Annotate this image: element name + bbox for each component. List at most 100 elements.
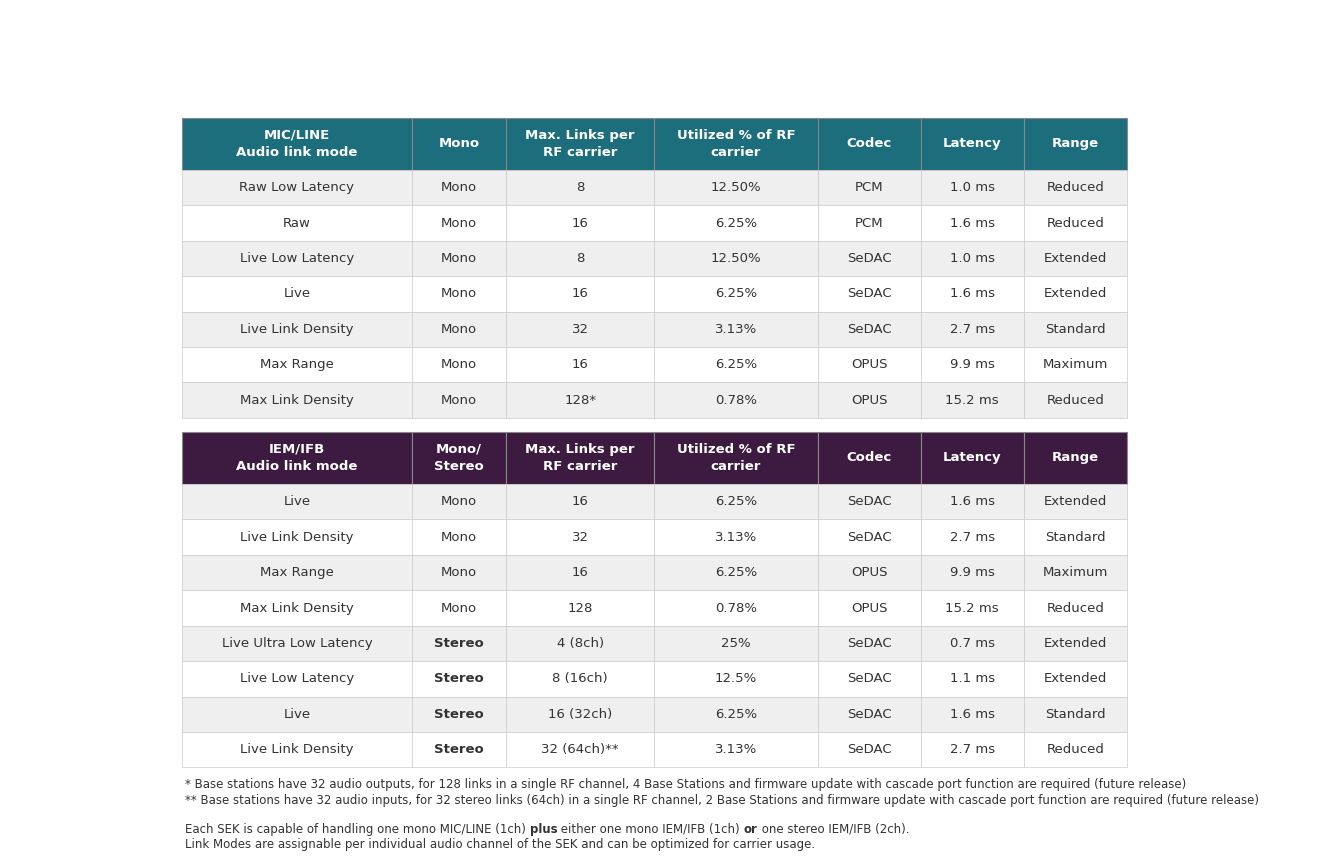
Bar [655,118,817,170]
Text: PCM: PCM [855,181,883,194]
Bar [817,696,921,732]
Bar [1024,555,1126,590]
Bar [411,347,507,383]
Text: Codec: Codec [847,451,892,464]
Text: 16 (32ch): 16 (32ch) [548,708,613,721]
Bar [507,732,655,767]
Bar [411,519,507,555]
Text: Live Link Density: Live Link Density [241,530,353,543]
Bar [655,276,817,312]
Bar [411,555,507,590]
Text: Stereo: Stereo [434,743,484,756]
Bar [411,661,507,696]
Text: MIC/LINE
Audio link mode: MIC/LINE Audio link mode [237,129,358,159]
Text: Utilized % of RF
carrier: Utilized % of RF carrier [676,129,796,159]
Bar [655,170,817,206]
Bar [1024,383,1126,418]
Text: 16: 16 [571,566,589,579]
Bar [817,555,921,590]
Text: Max. Links per
RF carrier: Max. Links per RF carrier [526,129,634,159]
Text: Latency: Latency [943,137,1001,150]
Text: Raw: Raw [284,217,310,230]
Text: SeDAC: SeDAC [847,323,891,336]
Text: 9.9 ms: 9.9 ms [950,566,995,579]
Bar [507,276,655,312]
Text: either one mono IEM/IFB (1ch): either one mono IEM/IFB (1ch) [558,823,743,835]
Text: Mono: Mono [438,137,480,150]
Text: Mono: Mono [441,359,477,372]
Text: 1.6 ms: 1.6 ms [950,708,995,721]
Bar [411,276,507,312]
Text: Mono: Mono [441,181,477,194]
Text: 6.25%: 6.25% [715,359,757,372]
Text: Extended: Extended [1043,252,1107,265]
Text: Standard: Standard [1044,530,1106,543]
Bar [921,519,1024,555]
Bar [1024,276,1126,312]
Bar [655,383,817,418]
Text: SeDAC: SeDAC [847,672,891,685]
Text: Mono: Mono [441,323,477,336]
Bar [1024,590,1126,626]
Text: Stereo: Stereo [434,672,484,685]
Text: 32 (64ch)**: 32 (64ch)** [542,743,620,756]
Text: Live Link Density: Live Link Density [241,323,353,336]
Text: 12.5%: 12.5% [715,672,757,685]
Bar [1024,241,1126,276]
Text: Each SEK is capable of handling one mono MIC/LINE (1ch): Each SEK is capable of handling one mono… [185,823,530,835]
Text: Mono: Mono [441,495,477,508]
Text: OPUS: OPUS [851,566,887,579]
Text: IEM/IFB
Audio link mode: IEM/IFB Audio link mode [237,443,358,473]
Bar [181,206,411,241]
Bar [181,383,411,418]
Bar [181,661,411,696]
Bar [181,432,411,484]
Bar [181,118,411,170]
Bar [655,555,817,590]
Text: 128*: 128* [564,394,597,407]
Text: 9.9 ms: 9.9 ms [950,359,995,372]
Bar [817,312,921,347]
Bar [507,241,655,276]
Text: 8 (16ch): 8 (16ch) [552,672,607,685]
Bar [507,661,655,696]
Text: 8: 8 [577,181,585,194]
Bar [411,626,507,661]
Bar [1024,696,1126,732]
Bar [921,732,1024,767]
Bar [817,276,921,312]
Bar [411,383,507,418]
Bar [1024,118,1126,170]
Text: Max Range: Max Range [259,359,333,372]
Text: 15.2 ms: 15.2 ms [945,394,999,407]
Bar [921,206,1024,241]
Bar [817,661,921,696]
Bar [817,732,921,767]
Text: 16: 16 [571,217,589,230]
Text: 0.78%: 0.78% [715,394,757,407]
Text: Extended: Extended [1043,672,1107,685]
Bar [411,312,507,347]
Text: Extended: Extended [1043,637,1107,650]
Text: 1.6 ms: 1.6 ms [950,217,995,230]
Text: 6.25%: 6.25% [715,288,757,301]
Text: Mono: Mono [441,252,477,265]
Bar [817,241,921,276]
Text: 16: 16 [571,288,589,301]
Bar [1024,519,1126,555]
Bar [655,432,817,484]
Bar [655,696,817,732]
Text: 15.2 ms: 15.2 ms [945,601,999,614]
Bar [921,484,1024,519]
Bar [507,519,655,555]
Text: Reduced: Reduced [1046,217,1105,230]
Text: Raw Low Latency: Raw Low Latency [239,181,355,194]
Text: 128: 128 [567,601,593,614]
Text: Mono: Mono [441,394,477,407]
Bar [507,118,655,170]
Bar [411,241,507,276]
Text: one stereo IEM/IFB (2ch).: one stereo IEM/IFB (2ch). [758,823,909,835]
Text: 8: 8 [577,252,585,265]
Bar [921,118,1024,170]
Text: Mono/
Stereo: Mono/ Stereo [434,443,484,473]
